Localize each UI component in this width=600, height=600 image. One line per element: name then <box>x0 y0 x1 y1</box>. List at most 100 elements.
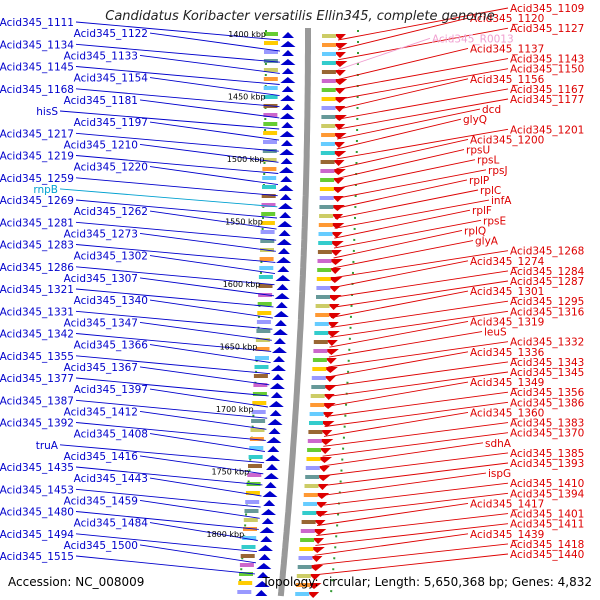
left-gene-label: Acid345_1262 <box>74 206 148 218</box>
right-label-connector <box>313 543 509 566</box>
right-label-connector <box>326 371 509 398</box>
reverse-gene-arrow <box>311 529 327 535</box>
right-label-connector <box>331 280 509 308</box>
reverse-cog-box <box>308 430 323 434</box>
left-label-connector <box>139 455 264 475</box>
reverse-cog-box <box>315 313 330 317</box>
left-label-connector <box>149 166 279 186</box>
forward-gene-arrow <box>277 266 290 272</box>
forward-cog-box <box>262 185 276 189</box>
reverse-gene-arrow <box>322 394 335 400</box>
reverse-gene-arrow <box>307 592 320 598</box>
forward-cog-box <box>263 122 278 126</box>
right-gene-label: Acid345_1143 <box>510 54 584 66</box>
right-label-connector <box>332 250 509 279</box>
right-gene-label: rplF <box>472 205 492 217</box>
right-label-connector <box>337 27 509 61</box>
right-label-connector <box>328 341 509 368</box>
left-gene-label: Acid345_1197 <box>74 117 148 129</box>
left-gene-label: rnpB <box>33 184 58 196</box>
reverse-cog-box <box>301 520 316 524</box>
forward-cog-box <box>253 374 268 378</box>
forward-cog-box <box>263 77 278 81</box>
left-gene-label: Acid345_1443 <box>74 473 148 485</box>
reverse-cog-box <box>321 61 336 65</box>
forward-gene-arrow <box>276 239 292 245</box>
forward-cog-box <box>240 554 255 558</box>
forward-cog-box <box>258 275 273 279</box>
right-gene-label: Acid345_1393 <box>510 458 584 470</box>
reverse-gene-arrow <box>306 583 322 589</box>
left-label-connector <box>149 299 273 319</box>
right-label-connector <box>323 422 509 447</box>
reverse-cog-box <box>322 34 336 38</box>
left-gene-label: Acid345_1515 <box>0 551 74 563</box>
right-gene-label: Acid345_1295 <box>510 296 584 308</box>
left-gene-label: Acid345_1416 <box>64 451 139 463</box>
left-label-connector <box>149 32 281 52</box>
reverse-cog-box <box>314 322 329 326</box>
kbp-tick-label: 1750 kbp <box>211 468 249 477</box>
right-label-connector <box>336 138 469 170</box>
left-label-connector <box>75 422 266 441</box>
right-gene-label: Acid345_1319 <box>470 316 544 328</box>
kbp-tick-label: 1700 kbp <box>216 405 254 414</box>
reverse-cog-box <box>311 385 326 389</box>
left-gene-label: Acid345_1392 <box>0 418 74 430</box>
right-label-connector <box>334 209 471 239</box>
reverse-cog-box <box>321 115 336 119</box>
left-label-connector <box>149 77 280 97</box>
forward-cog-box <box>260 221 275 225</box>
forward-cog-box <box>257 311 272 315</box>
right-gene-label: Acid345_1418 <box>510 539 584 551</box>
forward-gene-arrow <box>277 248 290 254</box>
right-gene-label: Acid345_1411 <box>510 519 584 531</box>
forward-gene-arrow <box>280 77 296 83</box>
forward-gene-arrow <box>279 149 295 155</box>
reverse-gene-arrow <box>332 142 345 148</box>
forward-cog-box <box>241 545 256 549</box>
left-gene-label: Acid345_1459 <box>64 495 138 507</box>
genome-backbone <box>277 28 311 597</box>
right-label-connector <box>328 331 483 358</box>
forward-gene-arrow <box>280 95 296 101</box>
forward-gene-arrow <box>256 563 272 569</box>
forward-cog-box <box>243 527 257 531</box>
left-gene-label: Acid345_1500 <box>64 540 138 552</box>
left-label-connector <box>75 66 280 85</box>
reverse-cog-box <box>307 439 322 443</box>
left-gene-label: Acid345_1281 <box>0 217 74 229</box>
forward-gene-arrow <box>272 329 288 335</box>
forward-cog-box <box>254 365 269 369</box>
right-gene-label: Acid345_1417 <box>470 498 544 510</box>
right-label-connector <box>333 219 482 249</box>
reverse-gene-arrow <box>314 493 330 499</box>
right-gene-label: sdhA <box>485 438 512 450</box>
left-label-connector <box>149 433 265 452</box>
left-label-connector <box>139 232 276 252</box>
forward-cog-box <box>249 446 264 450</box>
right-gene-label: dcd <box>482 104 501 116</box>
right-label-connector <box>337 47 469 81</box>
left-label-connector <box>149 522 258 541</box>
right-label-connector <box>331 270 509 299</box>
reverse-gene-arrow <box>310 556 323 562</box>
forward-cog-box <box>262 176 277 180</box>
left-label-connector <box>149 121 280 141</box>
left-label-connector <box>75 355 271 375</box>
right-label-connector <box>337 7 509 41</box>
right-gene-label: Acid345_1385 <box>510 448 584 460</box>
left-gene-label: Acid345_1397 <box>74 384 148 396</box>
forward-gene-arrow <box>279 113 295 119</box>
left-gene-label: hisS <box>36 106 58 118</box>
reverse-cog-box <box>310 394 325 398</box>
forward-cog-box <box>256 320 271 324</box>
reverse-gene-arrow <box>309 547 325 553</box>
reverse-cog-box <box>316 295 330 299</box>
reverse-gene-arrow <box>331 214 344 220</box>
left-label-connector <box>75 511 259 530</box>
forward-cog-box <box>262 149 277 153</box>
reverse-gene-arrow <box>329 268 342 274</box>
right-gene-label: Acid345_1200 <box>470 134 544 146</box>
forward-cog-box <box>247 473 262 477</box>
